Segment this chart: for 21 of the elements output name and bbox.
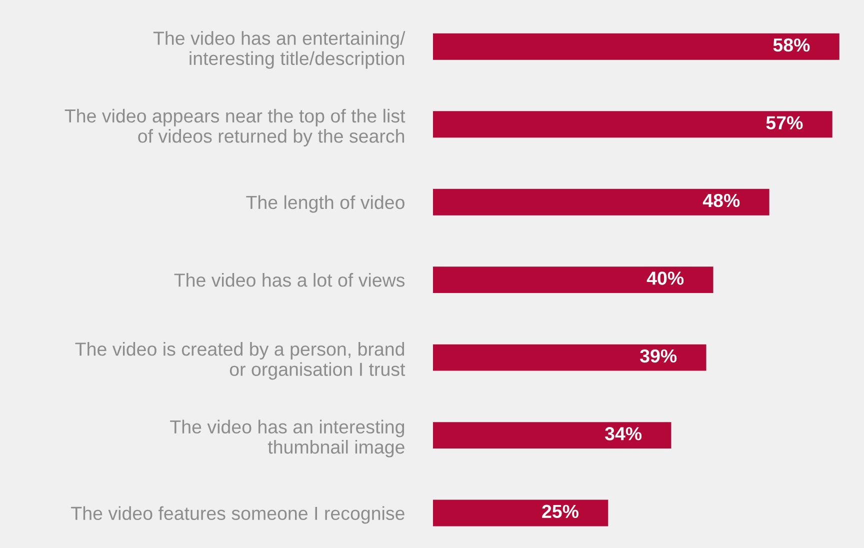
data-label: 40% xyxy=(646,272,684,285)
data-label: 34% xyxy=(604,427,642,440)
data-label: 25% xyxy=(542,504,579,518)
y-tick-label: The video has an interesting thumbnail image xyxy=(170,420,404,458)
bar xyxy=(433,266,714,294)
bar xyxy=(433,500,608,526)
y-tick-label: The length of video xyxy=(246,195,404,213)
bar xyxy=(433,422,672,449)
data-label: 58% xyxy=(773,38,810,52)
bar xyxy=(433,344,706,371)
data-label: 48% xyxy=(702,194,740,208)
bar xyxy=(433,111,832,138)
bar xyxy=(433,188,770,216)
y-tick-label: The video features someone I recognise xyxy=(71,506,404,524)
y-tick-label: The video appears near the top of the list of videos returned by the search xyxy=(64,108,406,147)
y-tick-label: The video has an entertaining/ interesting title/description xyxy=(153,31,406,69)
bar xyxy=(433,33,840,60)
y-tick-label: The video is created by a person, brand or organisation I trust xyxy=(75,342,406,380)
data-label: 57% xyxy=(766,116,803,130)
y-tick-label: The video has a lot of views xyxy=(174,273,405,287)
data-label: 39% xyxy=(640,349,677,363)
